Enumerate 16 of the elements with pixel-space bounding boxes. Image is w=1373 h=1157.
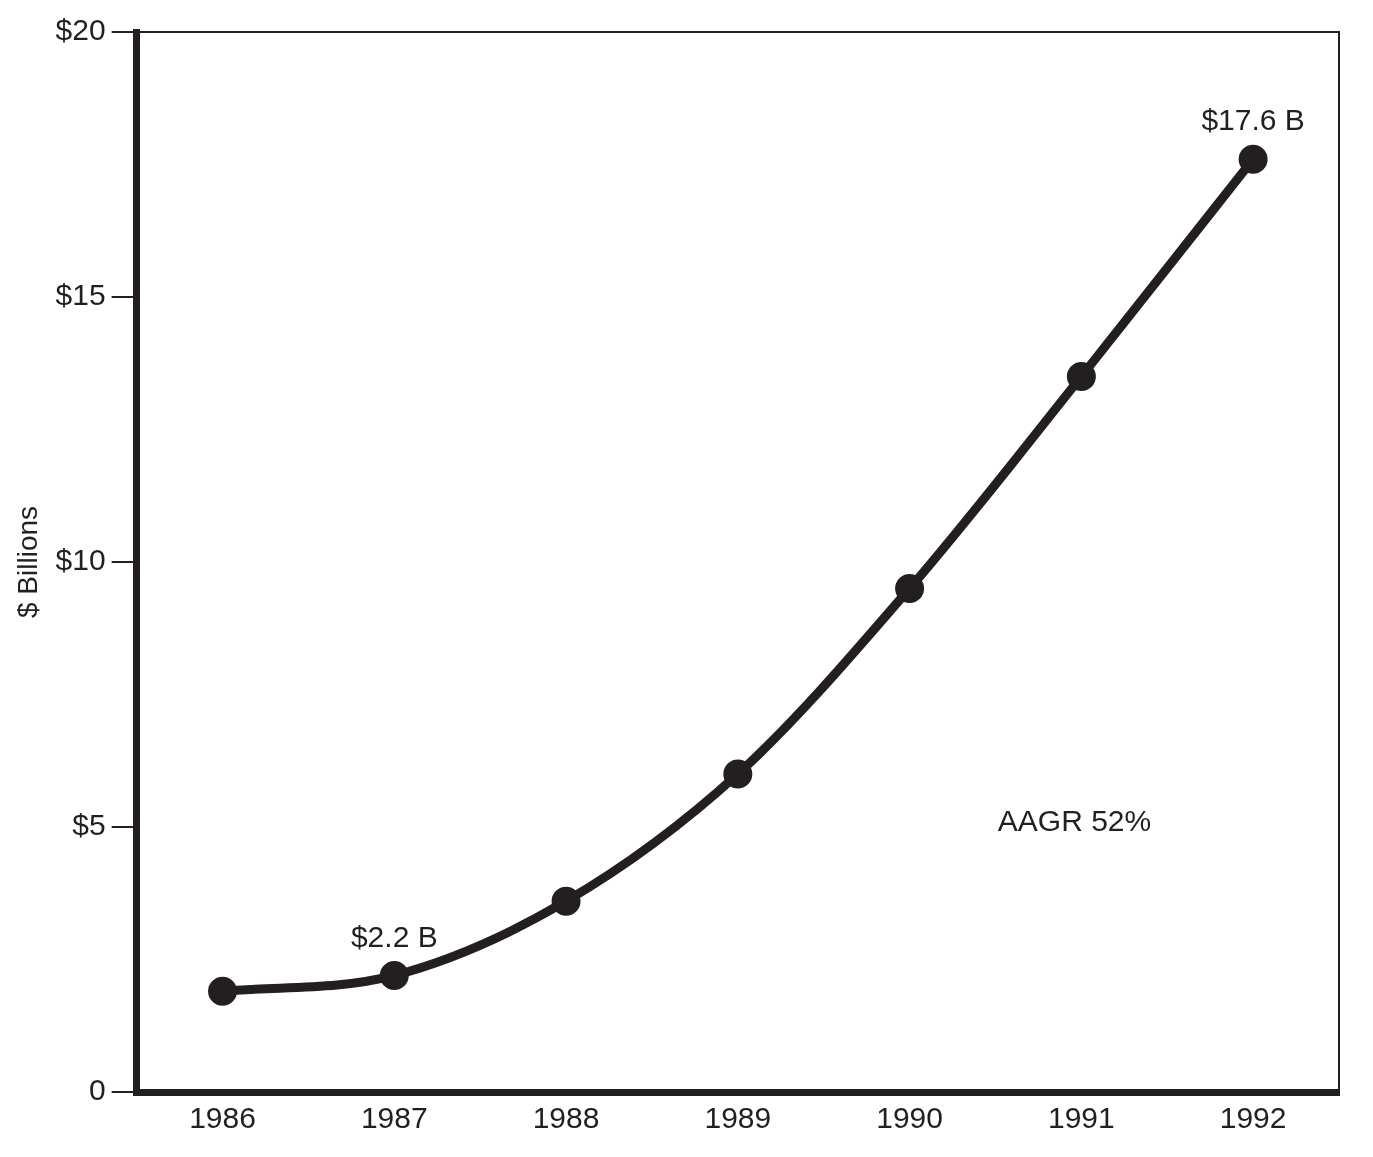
y-axis-title: $ Billions (11, 505, 43, 619)
data-label: $2.2 B (350, 919, 438, 953)
y-tick-label: $10 (55, 543, 106, 577)
y-tick-label: 0 (88, 1073, 106, 1107)
x-tick-label: 1986 (189, 1101, 256, 1135)
y-tick-label: $20 (55, 13, 106, 47)
annotation: AAGR 52% (997, 803, 1152, 837)
data-label: $17.6 B (1201, 103, 1305, 137)
y-tick-label: $5 (72, 808, 106, 842)
y-tick-label: $15 (55, 278, 106, 312)
x-tick-label: 1991 (1047, 1101, 1115, 1135)
x-tick-label: 1992 (1219, 1101, 1287, 1135)
x-tick-label: 1988 (532, 1101, 600, 1135)
x-tick-label: 1989 (704, 1101, 772, 1135)
x-tick-label: 1987 (360, 1101, 428, 1135)
x-tick-label: 1990 (876, 1101, 943, 1135)
